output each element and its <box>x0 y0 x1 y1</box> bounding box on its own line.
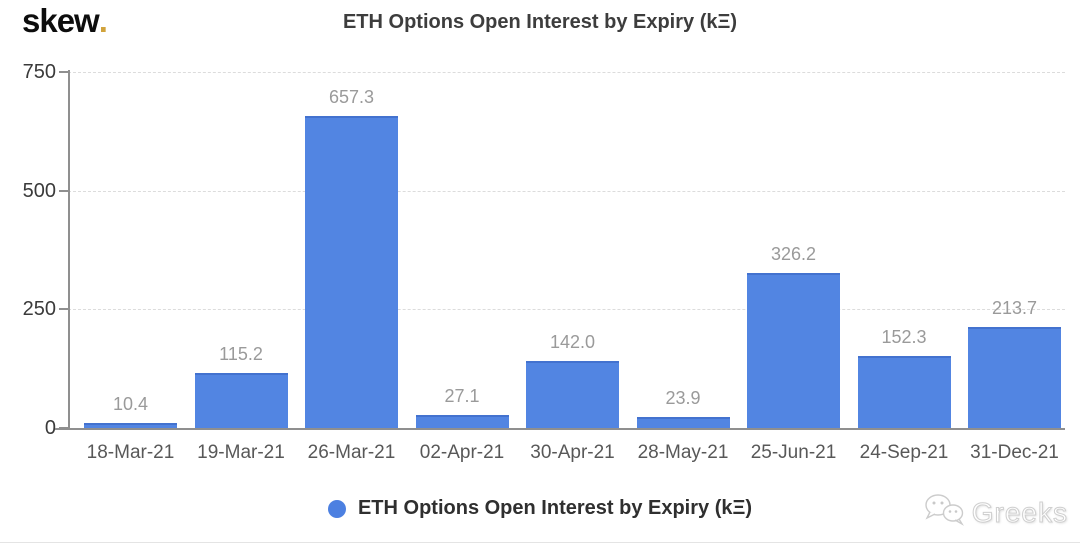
y-axis-tick-label: 500 <box>22 179 56 202</box>
x-axis-tick-label: 31-Dec-21 <box>970 442 1059 463</box>
bar-value-label: 115.2 <box>219 344 263 365</box>
wechat-icon <box>923 492 967 533</box>
bar-value-label: 657.3 <box>328 87 375 107</box>
watermark-label: Greeks <box>971 496 1068 528</box>
x-axis-tick-label: 24-Sep-21 <box>859 442 949 463</box>
chart-title: ETH Options Open Interest by Expiry (kΞ) <box>342 11 738 33</box>
x-axis-tick-label: 26-Mar-21 <box>307 442 396 463</box>
y-axis-tick-label: 250 <box>22 298 56 321</box>
y-axis-tick <box>59 71 68 73</box>
bar-value-label: 23.9 <box>665 387 701 408</box>
bar[interactable] <box>857 355 951 428</box>
y-gridline <box>68 72 1065 73</box>
greeks-watermark: Greeks <box>923 492 1068 533</box>
y-axis-tick-label: 0 <box>44 417 56 439</box>
x-axis-tick-label: 02-Apr-21 <box>419 442 505 463</box>
bar[interactable] <box>305 116 398 428</box>
x-axis-line <box>55 428 1065 430</box>
y-axis-line <box>68 70 70 428</box>
y-gridline <box>68 190 1065 192</box>
legend-label: ETH Options Open Interest by Expiry (kΞ) <box>357 497 753 519</box>
bar[interactable] <box>968 326 1061 428</box>
y-axis-tick-label: 750 <box>22 61 56 83</box>
bar[interactable] <box>84 423 177 428</box>
bar-value-label: 152.3 <box>881 326 927 347</box>
x-axis-tick-label: 28-May-21 <box>637 442 729 463</box>
y-gridline <box>68 309 1065 311</box>
skew-logo: skew. <box>22 2 108 40</box>
x-axis-tick-label: 25-Jun-21 <box>750 442 837 463</box>
bar[interactable] <box>194 373 288 428</box>
bar[interactable] <box>415 415 509 428</box>
bar-value-label: 326.2 <box>770 244 817 265</box>
skew-logo-text: skew <box>22 2 100 39</box>
chart-legend[interactable]: ETH Options Open Interest by Expiry (kΞ) <box>0 497 1080 520</box>
x-axis-tick-label: 19-Mar-21 <box>197 442 285 463</box>
bar-value-label: 142.0 <box>549 331 596 352</box>
bar[interactable] <box>747 273 840 428</box>
y-axis-tick <box>59 189 68 192</box>
skew-logo-dot: . <box>98 2 108 39</box>
bar-value-label: 10.4 <box>112 394 149 415</box>
x-axis-tick-label: 18-Mar-21 <box>86 442 175 463</box>
y-axis-tick <box>59 308 68 311</box>
bar[interactable] <box>526 360 619 428</box>
bar-value-label: 27.1 <box>444 386 480 407</box>
x-axis-tick-label: 30-Apr-21 <box>530 442 615 463</box>
bar-value-label: 213.7 <box>991 297 1038 318</box>
legend-marker-icon <box>327 499 346 518</box>
bar[interactable] <box>636 416 730 428</box>
